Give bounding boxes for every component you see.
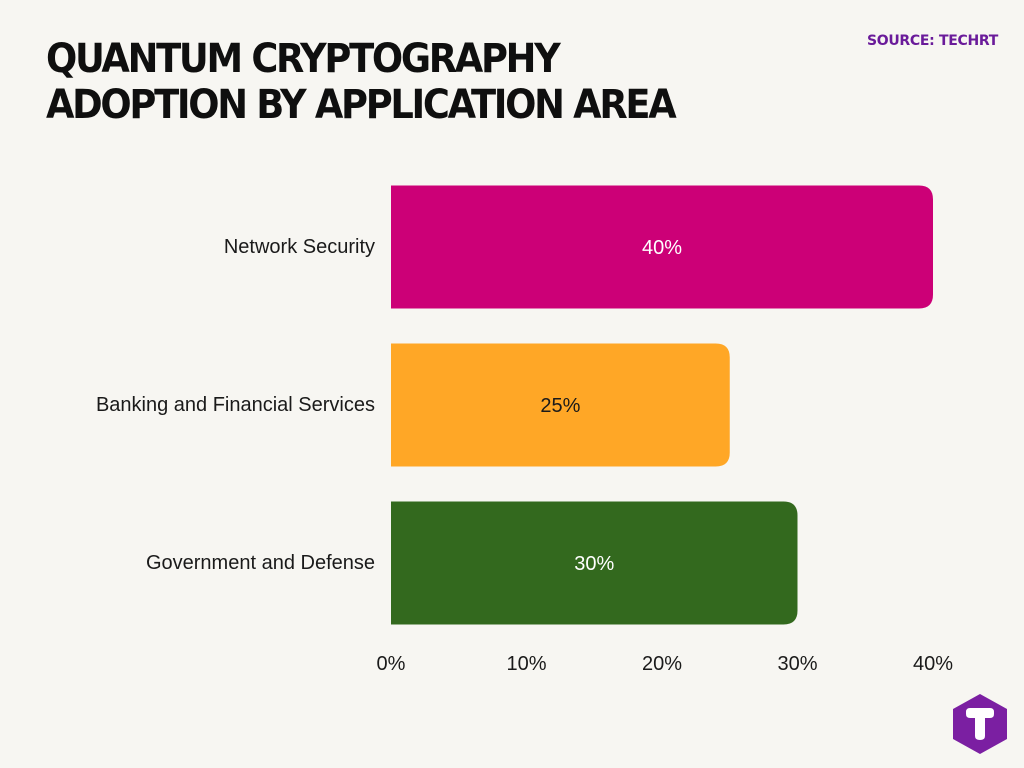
bar-value-label: 30%	[574, 553, 614, 575]
logo-letter-t	[966, 708, 994, 740]
category-label: Banking and Financial Services	[96, 394, 375, 416]
category-label: Government and Defense	[146, 552, 375, 574]
bar-banking-and-financial-services	[391, 343, 730, 467]
bar-network-security	[391, 185, 933, 309]
x-tick-label: 10%	[506, 653, 546, 675]
x-tick-label: 0%	[377, 653, 406, 675]
x-tick-label: 30%	[777, 653, 817, 675]
x-tick-label: 20%	[642, 653, 682, 675]
bar-value-label: 40%	[642, 237, 682, 259]
chart-title: QUANTUM CRYPTOGRAPHY ADOPTION BY APPLICA…	[46, 36, 677, 128]
x-tick-label: 40%	[913, 653, 953, 675]
techrt-logo-icon	[953, 694, 1007, 754]
bar-value-label: 25%	[540, 395, 580, 417]
category-label: Network Security	[224, 236, 375, 258]
bar-government-and-defense	[391, 501, 798, 625]
source-label: SOURCE: TECHRT	[866, 33, 998, 49]
